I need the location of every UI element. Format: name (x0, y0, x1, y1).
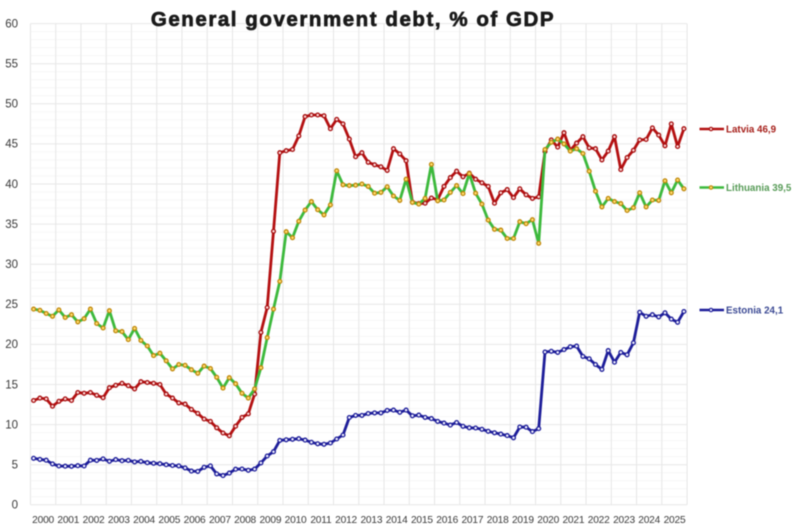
svg-text:25: 25 (5, 299, 18, 311)
svg-text:20: 20 (5, 339, 18, 351)
svg-text:2018: 2018 (487, 515, 509, 526)
svg-text:2016: 2016 (436, 515, 458, 526)
svg-text:2009: 2009 (259, 515, 281, 526)
svg-text:60: 60 (5, 18, 18, 30)
svg-text:2005: 2005 (158, 515, 180, 526)
svg-text:2014: 2014 (386, 515, 408, 526)
svg-text:2007: 2007 (209, 515, 231, 526)
svg-text:2011: 2011 (310, 515, 332, 526)
svg-text:2020: 2020 (537, 515, 559, 526)
svg-text:10: 10 (5, 419, 18, 431)
svg-text:2015: 2015 (411, 515, 433, 526)
svg-text:Estonia 24,1: Estonia 24,1 (726, 306, 784, 317)
svg-text:35: 35 (5, 219, 18, 231)
svg-text:15: 15 (5, 379, 18, 391)
svg-text:2003: 2003 (108, 515, 130, 526)
svg-text:5: 5 (12, 460, 18, 472)
svg-text:55: 55 (5, 59, 18, 71)
svg-text:2001: 2001 (57, 515, 79, 526)
svg-text:2022: 2022 (588, 515, 610, 526)
svg-text:2010: 2010 (285, 515, 307, 526)
svg-text:2006: 2006 (184, 515, 206, 526)
svg-text:2000: 2000 (32, 515, 54, 526)
svg-text:General government debt, % of: General government debt, % of GDP (151, 8, 555, 31)
svg-text:45: 45 (5, 139, 18, 151)
svg-text:0: 0 (12, 500, 18, 512)
svg-text:Latvia 46,9: Latvia 46,9 (726, 125, 777, 136)
svg-text:2008: 2008 (234, 515, 256, 526)
svg-text:2025: 2025 (664, 515, 686, 526)
svg-text:2012: 2012 (335, 515, 357, 526)
svg-text:Lithuania 39,5: Lithuania 39,5 (726, 183, 792, 194)
svg-text:2013: 2013 (360, 515, 382, 526)
svg-text:2019: 2019 (512, 515, 534, 526)
svg-text:2024: 2024 (638, 515, 660, 526)
svg-text:30: 30 (5, 259, 18, 271)
svg-text:2021: 2021 (562, 515, 584, 526)
svg-text:2017: 2017 (461, 515, 483, 526)
svg-text:50: 50 (5, 99, 18, 111)
svg-text:40: 40 (5, 179, 18, 191)
svg-text:2002: 2002 (83, 515, 105, 526)
svg-text:2004: 2004 (133, 515, 155, 526)
svg-text:2023: 2023 (613, 515, 635, 526)
